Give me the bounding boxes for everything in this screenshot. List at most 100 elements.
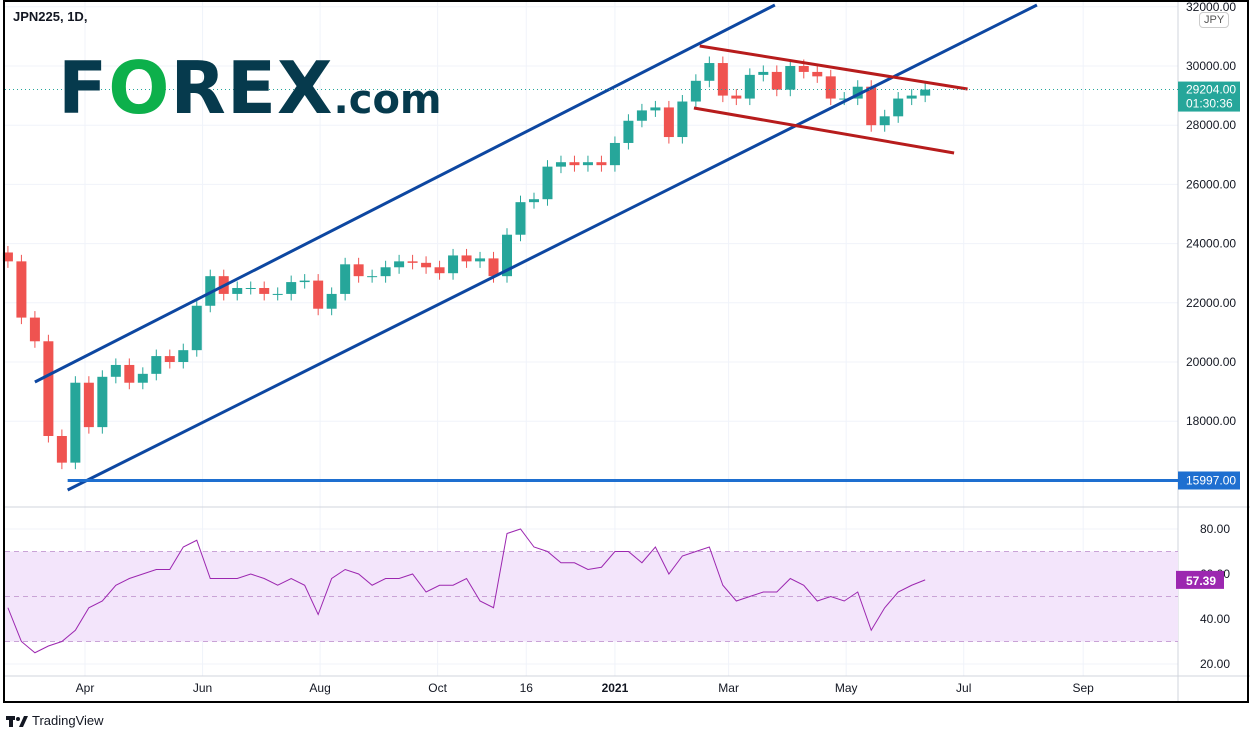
candle-body bbox=[717, 63, 728, 96]
candle-body bbox=[448, 255, 459, 274]
candle-body bbox=[744, 74, 755, 99]
candle-body bbox=[299, 280, 310, 283]
candle-body bbox=[852, 86, 863, 99]
candle-body bbox=[555, 162, 566, 167]
candle-body bbox=[515, 202, 526, 235]
price-tick-label: 24000.00 bbox=[1186, 237, 1236, 251]
candle-body bbox=[151, 356, 162, 374]
tradingview-label: TradingView bbox=[32, 713, 104, 728]
candle-body bbox=[434, 267, 445, 274]
candle-body bbox=[313, 280, 324, 309]
candle-body bbox=[245, 288, 256, 289]
tradingview-brand[interactable]: TradingView bbox=[6, 713, 104, 728]
price-tick-label: 18000.00 bbox=[1186, 414, 1236, 428]
candle-body bbox=[124, 364, 135, 383]
candle-body bbox=[825, 76, 836, 99]
currency-badge[interactable]: JPY bbox=[1199, 12, 1230, 28]
candle-body bbox=[906, 95, 917, 99]
candle-body bbox=[623, 120, 634, 143]
candle-body bbox=[866, 86, 877, 126]
candle-body bbox=[83, 382, 94, 428]
last-price-value: 29204.00 bbox=[1186, 83, 1236, 97]
candle-body bbox=[380, 267, 391, 277]
rsi-tick-label: 40.00 bbox=[1200, 612, 1230, 626]
candle-body bbox=[636, 110, 647, 121]
candle-body bbox=[582, 162, 593, 166]
candle-body bbox=[29, 317, 40, 342]
candle-body bbox=[367, 276, 378, 278]
time-tick-label: 2021 bbox=[602, 681, 629, 695]
time-tick-label: Apr bbox=[76, 681, 95, 695]
time-tick-label: Jul bbox=[956, 681, 971, 695]
time-tick-label: Sep bbox=[1073, 681, 1095, 695]
time-tick-label: Mar bbox=[718, 681, 739, 695]
price-tick-label: 22000.00 bbox=[1186, 296, 1236, 310]
forex-logo: FOREX.com bbox=[58, 46, 442, 130]
candle-body bbox=[502, 234, 513, 277]
time-tick-label: May bbox=[835, 681, 858, 695]
chart-frame bbox=[3, 0, 1249, 703]
rsi-value-badge bbox=[1176, 570, 1224, 589]
candle-body bbox=[812, 71, 823, 77]
trendline bbox=[693, 106, 955, 155]
rsi-value: 57.39 bbox=[1186, 574, 1216, 588]
candle-body bbox=[528, 199, 539, 203]
trendline bbox=[34, 3, 776, 384]
rsi-line bbox=[7, 528, 926, 654]
candle-body bbox=[758, 71, 769, 75]
rsi-tick-label: 20.00 bbox=[1200, 657, 1230, 671]
price-tick-label: 30000.00 bbox=[1186, 59, 1236, 73]
candle-body bbox=[272, 293, 283, 295]
symbol-title: JPN225, 1D, bbox=[13, 9, 88, 24]
candle-body bbox=[475, 258, 486, 262]
candle-body bbox=[326, 293, 337, 309]
candle-body bbox=[2, 252, 13, 262]
candle-body bbox=[259, 288, 270, 294]
time-tick-label: Aug bbox=[309, 681, 330, 695]
trendline bbox=[699, 44, 968, 91]
candle-body bbox=[232, 288, 243, 294]
price-tick-label: 20000.00 bbox=[1186, 355, 1236, 369]
last-price-badge bbox=[1178, 81, 1240, 112]
support-price-badge bbox=[1178, 471, 1240, 490]
candle-body bbox=[394, 261, 405, 268]
candle-body bbox=[798, 66, 809, 72]
candle-body bbox=[178, 350, 189, 362]
candle-body bbox=[97, 376, 108, 428]
candle-body bbox=[650, 107, 661, 111]
price-tick-label: 26000.00 bbox=[1186, 177, 1236, 191]
candle-body bbox=[191, 305, 202, 351]
candle-body bbox=[407, 261, 418, 263]
candle-body bbox=[569, 162, 580, 166]
time-tick-label: 16 bbox=[520, 681, 534, 695]
candle-body bbox=[70, 382, 81, 463]
time-tick-label: Jun bbox=[193, 681, 212, 695]
candle-body bbox=[340, 264, 351, 294]
candle-body bbox=[609, 142, 620, 166]
candle-body bbox=[286, 282, 297, 294]
candle-body bbox=[488, 258, 499, 277]
candle-body bbox=[785, 66, 796, 90]
candle-body bbox=[771, 71, 782, 90]
bar-countdown: 01:30:36 bbox=[1186, 97, 1233, 111]
trendline bbox=[66, 3, 1038, 492]
candle-body bbox=[110, 364, 121, 377]
tradingview-logo-icon bbox=[6, 715, 28, 727]
price-tick-label: 32000.00 bbox=[1186, 0, 1236, 14]
candle-body bbox=[893, 98, 904, 117]
candle-body bbox=[205, 276, 216, 306]
time-tick-label: Oct bbox=[428, 681, 447, 695]
candle-body bbox=[731, 95, 742, 99]
candle-body bbox=[137, 373, 148, 383]
candle-body bbox=[421, 262, 432, 268]
candle-body bbox=[839, 98, 850, 100]
candle-body bbox=[16, 261, 27, 318]
candle-body bbox=[43, 341, 54, 436]
candle-body bbox=[542, 166, 553, 200]
candle-body bbox=[663, 107, 674, 138]
support-price-value: 15997.00 bbox=[1186, 473, 1236, 487]
candle-body bbox=[461, 255, 472, 262]
candle-body bbox=[704, 63, 715, 81]
